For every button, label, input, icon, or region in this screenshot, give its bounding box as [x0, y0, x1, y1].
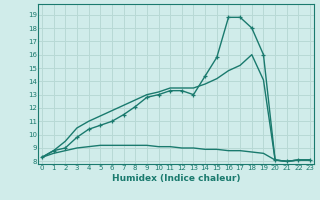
X-axis label: Humidex (Indice chaleur): Humidex (Indice chaleur): [112, 174, 240, 183]
